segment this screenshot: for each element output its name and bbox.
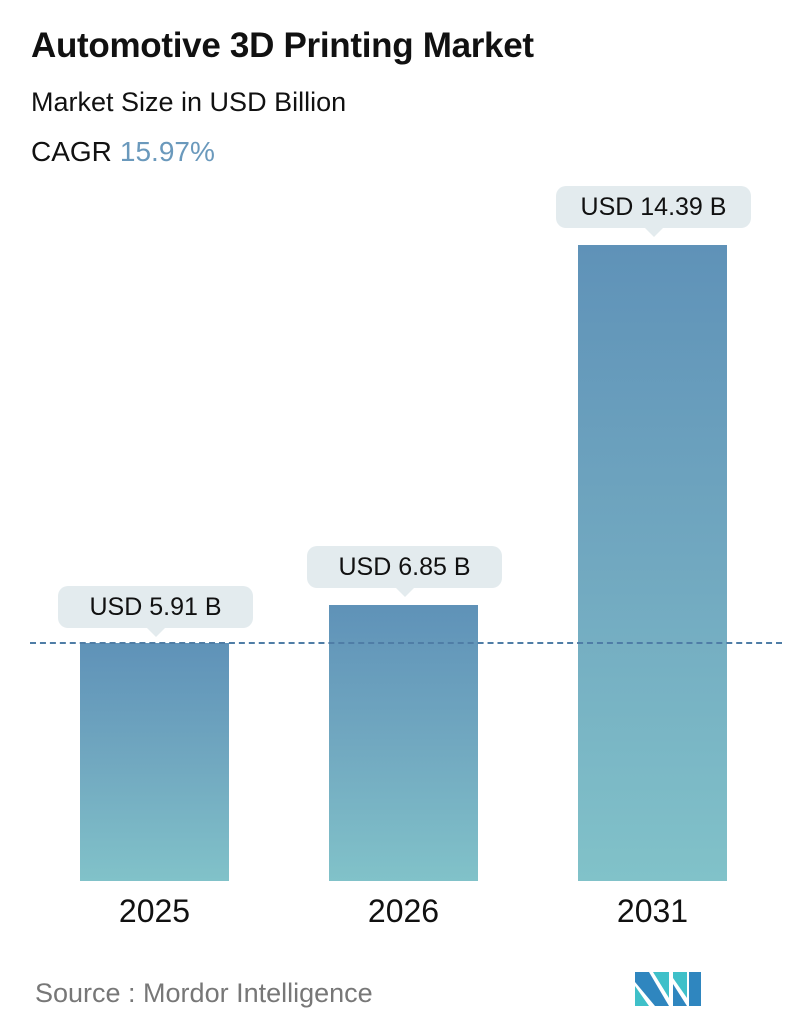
reference-dashed-line bbox=[30, 642, 782, 644]
x-tick-2031: 2031 bbox=[616, 893, 689, 929]
bar-2025 bbox=[80, 643, 229, 881]
bar-2031 bbox=[578, 245, 727, 881]
cagr-line: CAGR 15.97% bbox=[31, 136, 215, 168]
mordor-intelligence-logo-icon bbox=[635, 972, 701, 1006]
chart-subtitle: Market Size in USD Billion bbox=[31, 87, 347, 117]
data-label-2025: USD 5.91 B bbox=[58, 586, 253, 637]
data-label-2031: USD 14.39 B bbox=[556, 186, 751, 237]
x-tick-2026: 2026 bbox=[367, 893, 440, 929]
source-text: Source : Mordor Intelligence bbox=[35, 978, 373, 1008]
bar-2026 bbox=[329, 605, 478, 881]
x-tick-2025: 2025 bbox=[118, 893, 191, 929]
cagr-label: CAGR bbox=[31, 136, 112, 167]
chart-title: Automotive 3D Printing Market bbox=[31, 26, 534, 65]
cagr-value: 15.97% bbox=[119, 136, 215, 167]
data-label-2026: USD 6.85 B bbox=[307, 546, 502, 597]
